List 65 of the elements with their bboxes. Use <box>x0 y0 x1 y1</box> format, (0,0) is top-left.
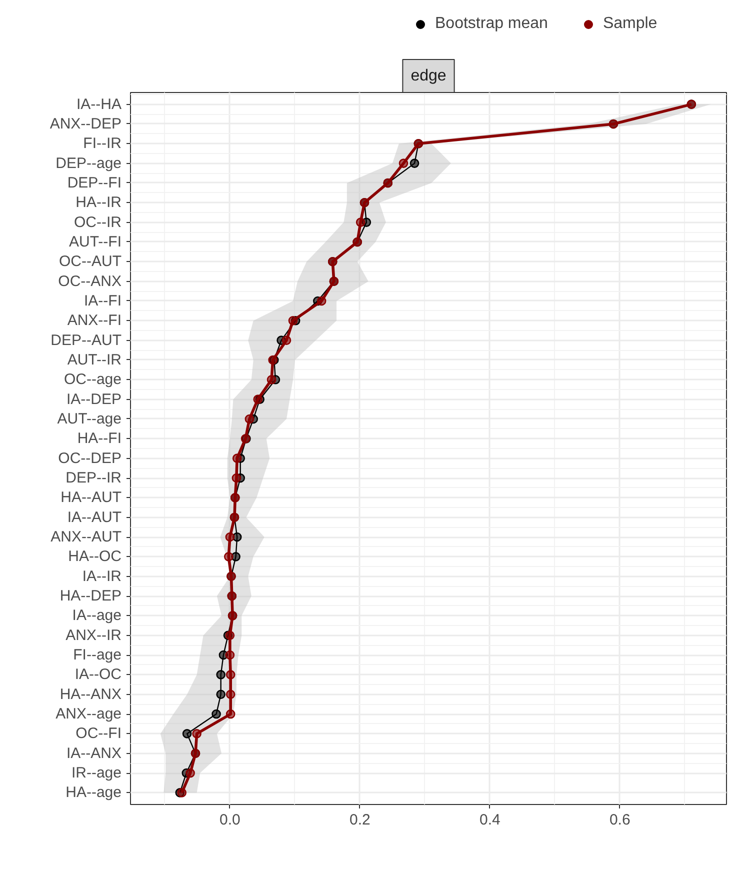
y-tick-label: DEP--FI <box>67 174 122 192</box>
y-tick-label: HA--OC <box>68 548 122 566</box>
point <box>226 709 236 719</box>
y-tick-label: OC--FI <box>76 725 122 742</box>
y-tick-label: FI--IR <box>83 135 122 152</box>
legend-label: Sample <box>602 15 658 33</box>
point <box>232 454 242 463</box>
y-tick-label: IA--FI <box>84 292 122 310</box>
point <box>182 729 192 738</box>
y-tick-label: HA--IR <box>76 194 122 212</box>
y-tick-label: OC--AUT <box>59 253 122 270</box>
y-tick-label: ANX--AUT <box>50 528 122 546</box>
y-tick-label: OC--ANX <box>58 272 122 290</box>
point <box>266 375 276 384</box>
point <box>216 690 226 699</box>
point <box>410 158 420 168</box>
y-tick-label: IA--OC <box>74 666 122 684</box>
y-tick-label: HA--FI <box>77 430 122 448</box>
x-tick-label: 0.2 <box>350 812 370 828</box>
point <box>192 729 202 738</box>
y-tick-label: ANX--age <box>56 706 122 723</box>
y-tick-label: HA--DEP <box>60 588 122 605</box>
point <box>356 218 366 227</box>
y-tick-label: FI--age <box>73 646 122 664</box>
point <box>212 709 221 719</box>
y-tick-label: HA--age <box>66 784 122 802</box>
x-tick-label: 0.0 <box>220 812 240 828</box>
point <box>244 414 254 424</box>
y-tick-label: AUT--FI <box>69 233 122 250</box>
y-tick-label: AUT--IR <box>67 351 122 368</box>
y-tick-label: IA--IR <box>82 568 122 585</box>
y-tick-label: IA--HA <box>76 96 122 113</box>
point <box>316 296 326 306</box>
y-tick-label: ANX--FI <box>67 312 122 330</box>
point <box>232 473 242 483</box>
y-tick-label: IA--DEP <box>66 390 122 408</box>
y-tick-label: IR--age <box>71 764 122 782</box>
point <box>225 650 235 660</box>
y-tick-label: IA--AUT <box>67 508 122 526</box>
y-tick-label: IA--ANX <box>66 744 122 762</box>
point <box>216 670 226 680</box>
y-tick-label: HA--AUT <box>60 489 122 506</box>
point <box>225 532 235 542</box>
y-tick-label: AUT--age <box>57 410 122 428</box>
point <box>288 316 298 326</box>
y-tick-label: HA--ANX <box>60 686 122 703</box>
y-tick-label: ANX--IR <box>66 626 122 644</box>
y-tick-label: OC--DEP <box>58 450 122 467</box>
chart-title: edge <box>410 68 446 84</box>
y-tick-label: OC--age <box>64 371 122 388</box>
x-tick-label: 0.4 <box>479 812 500 828</box>
point <box>224 552 234 562</box>
point <box>398 158 408 168</box>
y-tick-label: DEP--age <box>56 154 122 172</box>
point <box>226 690 236 699</box>
legend-label: Bootstrap mean <box>435 15 548 33</box>
point <box>282 336 292 345</box>
y-tick-label: OC--IR <box>74 214 122 231</box>
y-tick-label: DEP--IR <box>66 470 122 487</box>
y-tick-label: ANX--DEP <box>50 115 122 132</box>
point <box>226 670 236 680</box>
x-tick-label: 0.6 <box>609 812 630 828</box>
y-tick-label: DEP--AUT <box>50 332 122 349</box>
point <box>186 768 195 778</box>
y-tick-label: IA--age <box>72 607 122 624</box>
